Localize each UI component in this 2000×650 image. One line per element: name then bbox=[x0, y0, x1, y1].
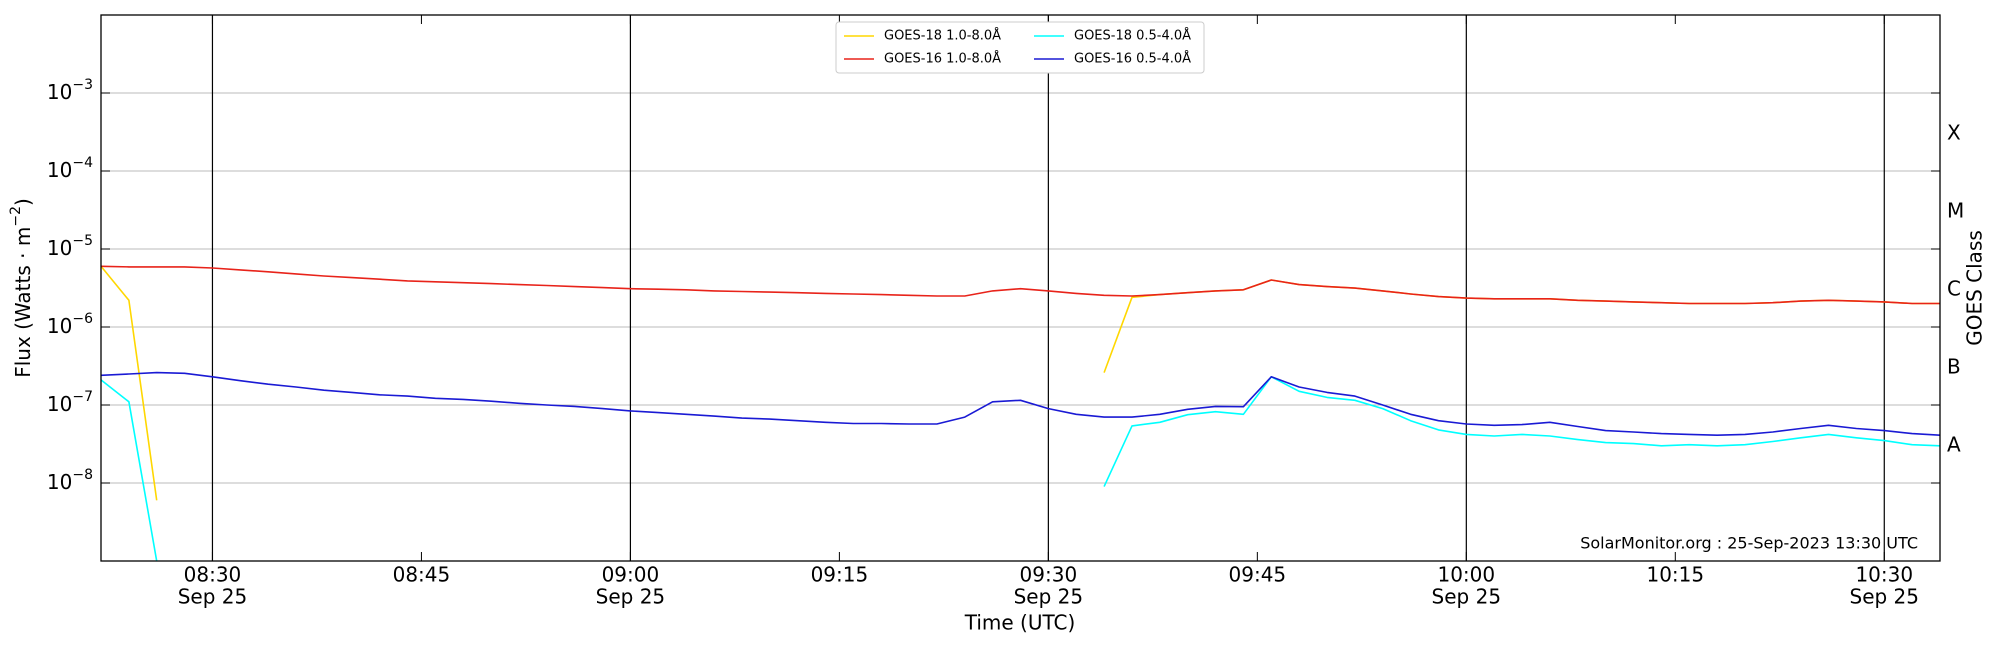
legend-label: GOES-16 1.0-8.0Å bbox=[884, 51, 1001, 67]
y-tick-exponent: −3 bbox=[72, 77, 93, 93]
y-label-exponent: −2 bbox=[8, 206, 24, 227]
y2-tick-label: C bbox=[1947, 276, 1961, 300]
y2-axis-label: GOES Class bbox=[1963, 230, 1987, 346]
y-axis-label: Flux (Watts · m−2) bbox=[8, 198, 35, 378]
x-tick-date: Sep 25 bbox=[1850, 585, 1920, 609]
y-tick-base: 10 bbox=[47, 158, 72, 182]
x-tick-label: 09:45 bbox=[1229, 563, 1287, 587]
x-tick-label: 09:00 bbox=[602, 563, 660, 587]
y-tick-exponent: −7 bbox=[72, 389, 93, 405]
y-tick-label: 10−5 bbox=[47, 233, 93, 260]
legend-label: GOES-16 0.5-4.0Å bbox=[1074, 51, 1191, 67]
y2-tick-label: M bbox=[1947, 198, 1964, 222]
x-tick-label: 08:30 bbox=[184, 563, 242, 587]
y-tick-exponent: −6 bbox=[72, 311, 93, 327]
plot-frame bbox=[100, 14, 1941, 562]
x-axis-label: Time (UTC) bbox=[964, 611, 1076, 635]
x-tick-date: Sep 25 bbox=[1014, 585, 1084, 609]
y-label-text: Flux (Watts · m bbox=[11, 227, 35, 378]
y2-tick-label: A bbox=[1947, 432, 1961, 456]
y-tick-label: 10−3 bbox=[47, 77, 93, 104]
y-tick-base: 10 bbox=[47, 392, 72, 416]
y-tick-base: 10 bbox=[47, 80, 72, 104]
y2-tick-label: X bbox=[1947, 120, 1961, 144]
x-tick-date: Sep 25 bbox=[596, 585, 666, 609]
x-tick-label: 10:15 bbox=[1646, 563, 1704, 587]
legend-box bbox=[835, 21, 1205, 74]
y-tick-label: 10−4 bbox=[47, 155, 93, 182]
series-line bbox=[101, 376, 1940, 561]
series-line bbox=[101, 265, 1940, 501]
x-tick-date: Sep 25 bbox=[1432, 585, 1502, 609]
x-tick-label: 10:00 bbox=[1437, 563, 1495, 587]
x-tick-label: 10:30 bbox=[1855, 563, 1913, 587]
annotation: SolarMonitor.org : 25-Sep-2023 13:30 UTC bbox=[1580, 534, 1918, 553]
legend-label: GOES-18 0.5-4.0Å bbox=[1074, 28, 1191, 44]
plot-area bbox=[101, 265, 1940, 561]
y-tick-base: 10 bbox=[47, 470, 72, 494]
y-tick-label: 10−8 bbox=[47, 467, 93, 494]
y-tick-exponent: −5 bbox=[72, 233, 93, 249]
legend-label: GOES-18 1.0-8.0Å bbox=[884, 28, 1001, 44]
series-line bbox=[101, 371, 1940, 436]
x-tick-label: 09:30 bbox=[1020, 563, 1078, 587]
y-tick-label: 10−7 bbox=[47, 389, 93, 416]
y-tick-label: 10−6 bbox=[47, 311, 93, 338]
x-tick-date: Sep 25 bbox=[178, 585, 248, 609]
y-tick-exponent: −4 bbox=[72, 155, 93, 171]
y-tick-base: 10 bbox=[47, 314, 72, 338]
y2-tick-label: B bbox=[1947, 354, 1961, 378]
series-line bbox=[101, 265, 1940, 305]
grid bbox=[101, 15, 1940, 561]
x-tick-label: 09:15 bbox=[811, 563, 869, 587]
x-tick-label: 08:45 bbox=[393, 563, 451, 587]
y-tick-base: 10 bbox=[47, 236, 72, 260]
legend: GOES-18 1.0-8.0Å GOES-16 1.0-8.0Å GOES-18 … bbox=[835, 21, 1205, 74]
y-label-end: ) bbox=[11, 198, 35, 206]
y-tick-exponent: −8 bbox=[72, 467, 93, 483]
